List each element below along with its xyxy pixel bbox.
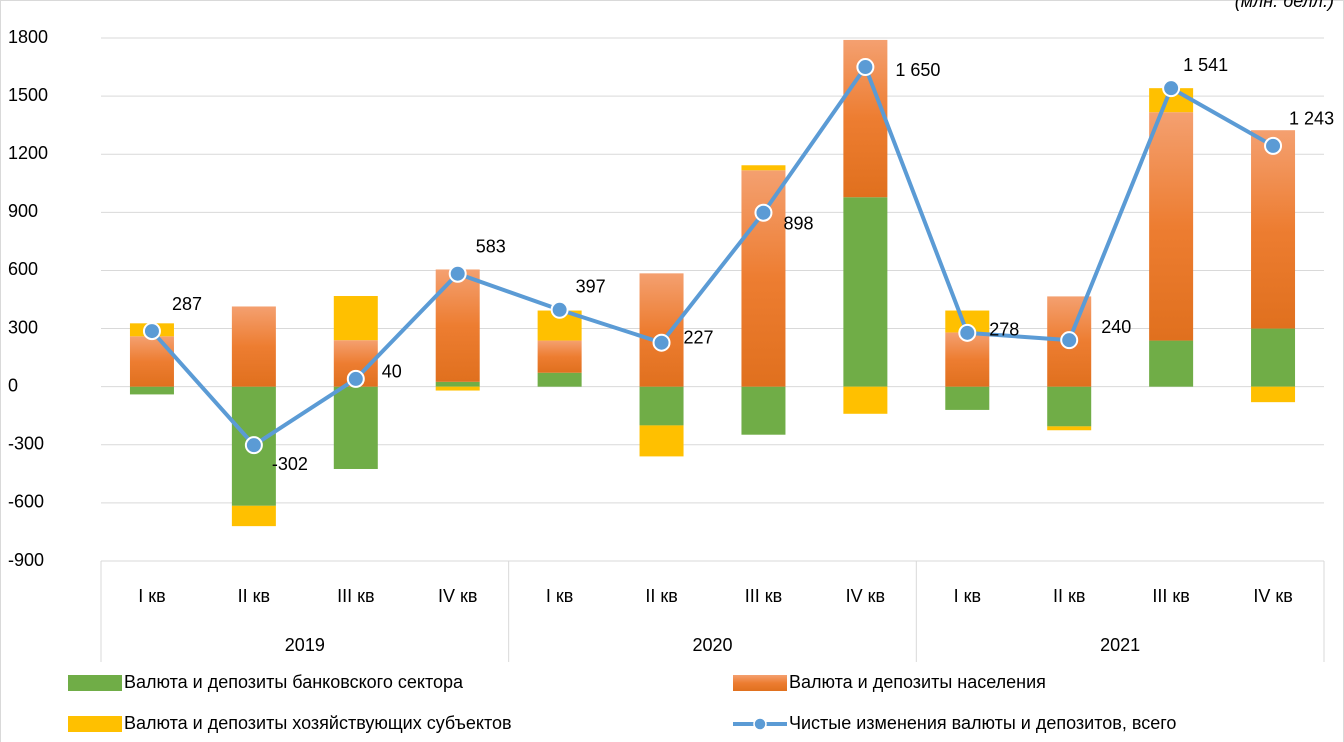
y-tick-label: 300 xyxy=(8,317,38,337)
line-point xyxy=(856,58,875,77)
data-label: 240 xyxy=(1101,317,1131,337)
bar xyxy=(435,386,480,391)
x-tick-label: III кв xyxy=(337,586,374,606)
data-label: 1 541 xyxy=(1183,55,1228,75)
bar xyxy=(1047,386,1092,427)
bar xyxy=(1149,112,1194,341)
bar xyxy=(741,386,786,435)
x-tick-label: III кв xyxy=(745,586,782,606)
group-label: 2020 xyxy=(692,635,732,655)
line-point xyxy=(1162,79,1181,98)
x-tick-label: I кв xyxy=(546,586,573,606)
legend-label: Чистые изменения валюты и депозитов, все… xyxy=(789,713,1176,733)
bar xyxy=(435,381,480,387)
bar xyxy=(843,197,888,387)
chart-title: (млн. белл.) xyxy=(1235,0,1334,11)
line-point xyxy=(346,369,365,388)
x-tick-label: IV кв xyxy=(846,586,885,606)
bar xyxy=(333,386,378,469)
bar xyxy=(537,340,582,373)
data-label: 40 xyxy=(382,362,402,382)
line-point xyxy=(244,436,263,455)
bar xyxy=(435,269,480,382)
data-label: 278 xyxy=(989,320,1019,340)
x-tick-label: I кв xyxy=(954,586,981,606)
legend-swatch xyxy=(733,675,787,691)
y-tick-label: 1200 xyxy=(8,143,48,163)
bar xyxy=(639,425,684,457)
line-point xyxy=(652,333,671,352)
data-label: 583 xyxy=(476,236,506,256)
bar xyxy=(1251,130,1296,329)
bar xyxy=(231,306,276,387)
bar xyxy=(333,296,378,341)
bar xyxy=(639,386,684,426)
legend-label: Валюта и депозиты банковского сектора xyxy=(124,672,464,692)
line-point xyxy=(958,323,977,342)
x-tick-label: IV кв xyxy=(438,586,477,606)
y-tick-label: 600 xyxy=(8,259,38,279)
data-label: 1 243 xyxy=(1289,109,1334,129)
x-tick-label: II кв xyxy=(238,586,270,606)
line-point xyxy=(142,322,161,341)
legend-label: Валюта и депозиты хозяйствующих субъекто… xyxy=(124,713,512,733)
legend-swatch xyxy=(68,716,122,732)
line-point xyxy=(1060,331,1079,350)
line-point xyxy=(1264,136,1283,155)
legend-label: Валюта и депозиты населения xyxy=(789,672,1046,692)
y-tick-label: 900 xyxy=(8,201,38,221)
x-tick-label: I кв xyxy=(138,586,165,606)
data-label: 287 xyxy=(172,294,202,314)
data-label: 898 xyxy=(783,213,813,233)
bar xyxy=(741,170,786,387)
group-label: 2019 xyxy=(285,635,325,655)
bar xyxy=(1047,426,1092,431)
bar xyxy=(231,505,276,527)
line-point xyxy=(754,203,773,222)
x-tick-label: II кв xyxy=(1053,586,1085,606)
bar xyxy=(1149,340,1194,387)
y-tick-label: 1800 xyxy=(8,27,48,47)
line xyxy=(150,62,1275,448)
y-tick-label: 1500 xyxy=(8,85,48,105)
y-tick-label: -600 xyxy=(8,492,44,512)
bar xyxy=(741,165,786,171)
data-label: -302 xyxy=(272,454,308,474)
bar xyxy=(537,372,582,387)
bar xyxy=(1251,328,1296,387)
x-tick-label: IV кв xyxy=(1253,586,1292,606)
data-label: 227 xyxy=(684,327,714,347)
legend-swatch xyxy=(68,675,122,691)
legend-swatch xyxy=(753,717,767,731)
data-label: 1 650 xyxy=(895,60,940,80)
bar xyxy=(1251,386,1296,403)
line-point xyxy=(550,300,569,319)
bar xyxy=(129,386,174,395)
group-label: 2021 xyxy=(1100,635,1140,655)
y-tick-label: -300 xyxy=(8,434,44,454)
y-tick-label: -900 xyxy=(8,550,44,570)
bar xyxy=(945,386,990,410)
y-tick-label: 0 xyxy=(8,375,18,395)
bar xyxy=(129,336,174,387)
bar xyxy=(945,310,990,333)
bar xyxy=(843,386,888,414)
x-tick-label: II кв xyxy=(645,586,677,606)
data-label: 397 xyxy=(576,277,606,297)
bar xyxy=(639,273,684,387)
x-tick-label: III кв xyxy=(1152,586,1189,606)
line-point xyxy=(448,264,467,283)
